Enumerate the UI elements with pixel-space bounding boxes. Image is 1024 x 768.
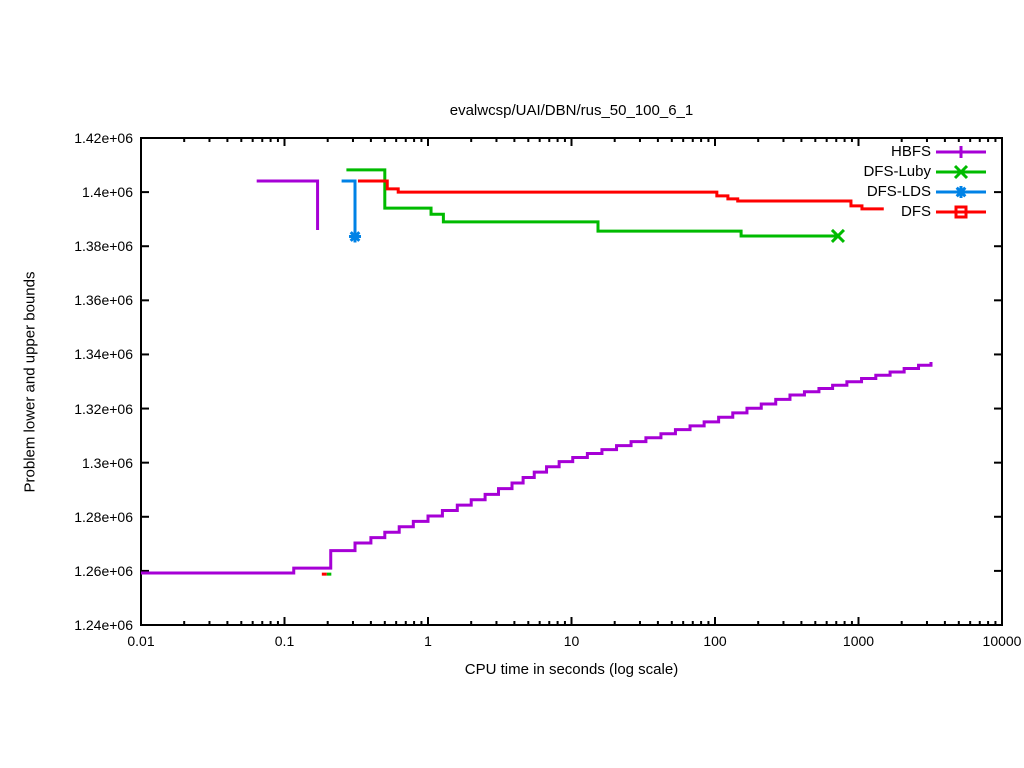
x-tick-label: 1000	[842, 633, 875, 649]
legend-label-hbfs: HBFS	[890, 143, 931, 160]
cross-marker	[830, 228, 846, 244]
y-tick-label: 1.36e+06	[74, 292, 133, 309]
x-tick-label: 100	[703, 633, 727, 649]
legend-label-dfs-lds: DFS-LDS	[866, 183, 931, 200]
x-tick-label: 0.1	[274, 633, 295, 649]
y-tick-label: 1.3e+06	[82, 454, 133, 471]
series-dfs-luby-upper-bound	[346, 168, 838, 238]
series-dfs-upper-bound	[357, 179, 884, 211]
square-marker	[954, 205, 968, 219]
series-dfs-lds-upper-bound	[341, 179, 357, 237]
y-tick-label: 1.38e+06	[74, 238, 133, 255]
y-tick-label: 1.34e+06	[74, 346, 133, 363]
legend-label-dfs: DFS	[901, 203, 931, 220]
cross-marker	[953, 164, 969, 180]
series-hbfs-lower-bound	[141, 362, 933, 575]
asterisk-marker	[349, 231, 361, 242]
plot-border	[140, 137, 1003, 626]
y-tick-label: 1.26e+06	[74, 562, 133, 579]
x-tick-label: 10000	[982, 633, 1022, 649]
legend-label-dfs-luby: DFS-Luby	[863, 163, 931, 180]
asterisk-marker	[955, 186, 967, 198]
x-tick-label: 1	[424, 633, 432, 649]
y-tick-label: 1.28e+06	[74, 508, 133, 525]
x-axis-label: CPU time in seconds (log scale)	[464, 661, 679, 678]
y-tick-label: 1.42e+06	[74, 130, 133, 146]
x-tick-label: 10	[563, 633, 580, 649]
x-tick-label: 0.01	[127, 633, 155, 649]
y-tick-label: 1.32e+06	[74, 400, 133, 417]
y-tick-label: 1.24e+06	[74, 617, 133, 633]
series-hbfs-upper-bound	[256, 179, 320, 230]
y-tick-label: 1.4e+06	[82, 184, 133, 201]
chart-title: evalwcsp/UAI/DBN/rus_50_100_6_1	[449, 102, 694, 119]
